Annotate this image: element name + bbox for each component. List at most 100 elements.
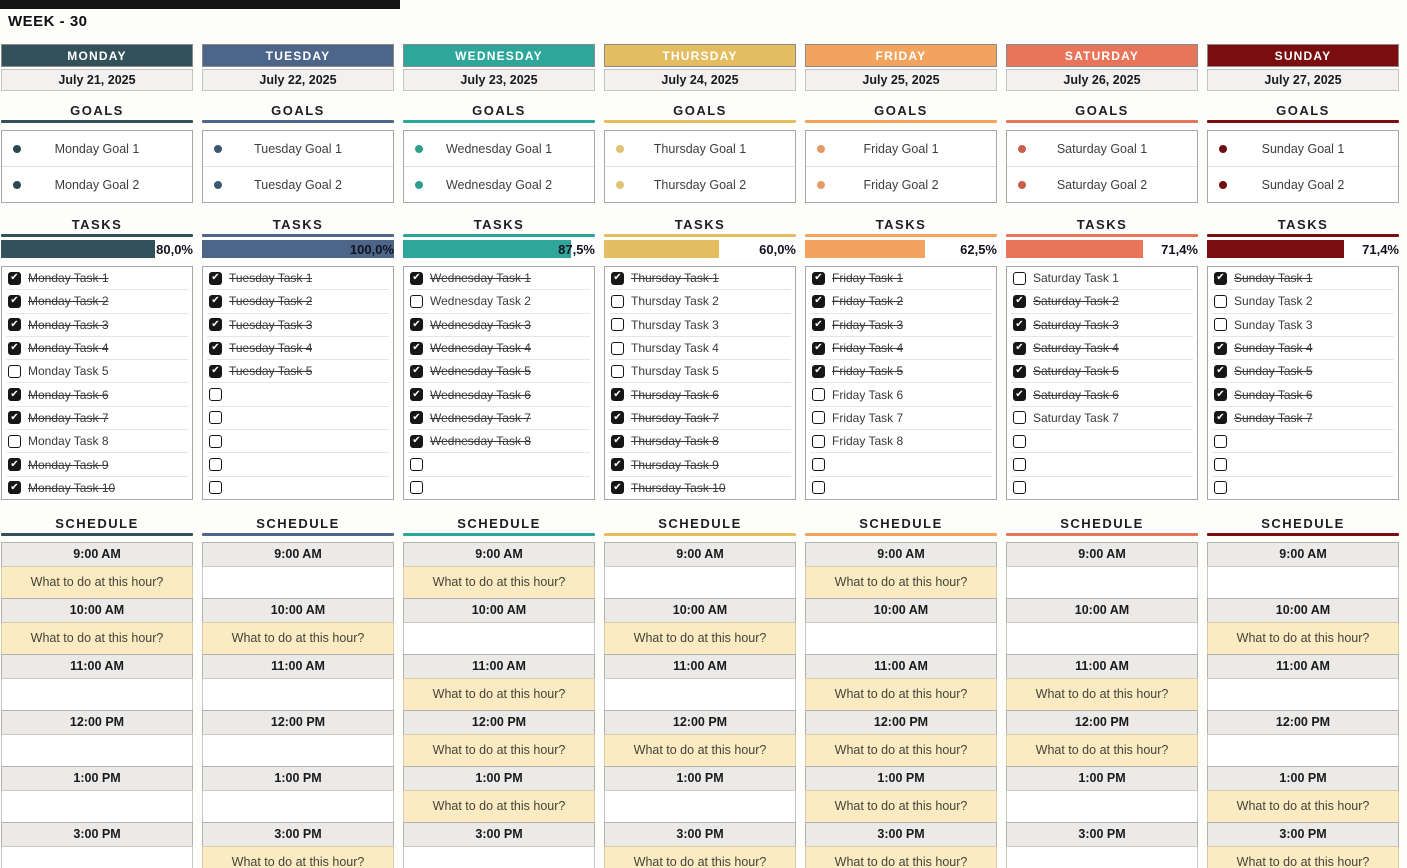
task-checkbox[interactable] [1013,481,1026,495]
goal-text[interactable]: Tuesday Goal 2 [254,177,342,192]
task-label[interactable]: Monday Task 9 [28,457,109,472]
task-checkbox[interactable] [410,481,423,495]
task-row[interactable]: ✔ Thursday Task 6 [609,383,791,407]
task-checkbox-checked-icon[interactable]: ✔ [1013,388,1026,402]
schedule-entry-cell[interactable]: What to do at this hour? [604,845,796,868]
task-row[interactable] [207,383,389,407]
task-label[interactable]: Saturday Task 5 [1033,364,1119,379]
task-checkbox[interactable] [611,341,624,355]
task-label[interactable]: Monday Task 6 [28,387,109,402]
task-checkbox[interactable] [611,364,624,378]
task-label[interactable]: Monday Task 10 [28,480,116,495]
task-row[interactable] [1011,477,1193,499]
task-label[interactable]: Saturday Task 6 [1033,387,1119,402]
goal-text[interactable]: Friday Goal 1 [863,141,939,156]
goal-row[interactable]: Wednesday Goal 1 [404,131,594,166]
goal-row[interactable]: Tuesday Goal 2 [203,166,393,202]
task-checkbox-checked-icon[interactable]: ✔ [8,388,21,402]
task-row[interactable]: Friday Task 8 [810,430,992,454]
task-label[interactable]: Sunday Task 6 [1234,387,1313,402]
task-label[interactable]: Sunday Task 1 [1234,271,1313,286]
task-checkbox-checked-icon[interactable]: ✔ [8,318,21,332]
task-checkbox[interactable] [410,458,423,472]
schedule-entry-cell[interactable] [1,789,193,823]
task-checkbox[interactable] [812,388,825,402]
schedule-entry-cell[interactable]: What to do at this hour? [403,733,595,767]
task-row[interactable]: ✔ Saturday Task 3 [1011,314,1193,337]
task-checkbox[interactable] [1214,294,1227,308]
schedule-entry-cell[interactable]: What to do at this hour? [1,565,193,599]
task-checkbox-checked-icon[interactable]: ✔ [812,294,825,308]
task-label[interactable]: Wednesday Task 8 [430,434,531,449]
goal-text[interactable]: Thursday Goal 2 [653,177,747,192]
task-label[interactable]: Monday Task 8 [28,434,109,449]
schedule-entry-cell[interactable]: What to do at this hour? [1006,677,1198,711]
goal-text[interactable]: Friday Goal 2 [863,177,939,192]
task-label[interactable]: Friday Task 2 [832,294,904,309]
task-row[interactable]: Wednesday Task 2 [408,290,590,314]
task-row[interactable] [207,453,389,477]
task-label[interactable]: Tuesday Task 3 [229,317,313,332]
task-checkbox-checked-icon[interactable]: ✔ [8,294,21,308]
task-label[interactable]: Friday Task 3 [832,317,904,332]
date-cell[interactable]: July 23, 2025 [403,69,595,91]
schedule-entry-cell[interactable]: What to do at this hour? [1207,789,1399,823]
task-row[interactable]: ✔ Monday Task 9 [6,453,188,477]
task-checkbox-checked-icon[interactable]: ✔ [611,411,624,425]
task-checkbox-checked-icon[interactable]: ✔ [410,318,423,332]
task-checkbox-checked-icon[interactable]: ✔ [410,388,423,402]
schedule-entry-cell[interactable]: What to do at this hour? [403,565,595,599]
task-row[interactable]: ✔ Sunday Task 1 [1212,267,1394,291]
task-row[interactable] [207,407,389,431]
task-checkbox[interactable] [209,388,222,402]
task-checkbox-checked-icon[interactable]: ✔ [410,364,423,378]
task-row[interactable] [810,477,992,499]
schedule-entry-cell[interactable] [1006,565,1198,599]
schedule-entry-cell[interactable]: What to do at this hour? [202,845,394,868]
task-label[interactable]: Monday Task 3 [28,317,109,332]
goal-row[interactable]: Wednesday Goal 2 [404,166,594,202]
task-checkbox[interactable] [209,434,222,448]
schedule-entry-cell[interactable] [805,621,997,655]
task-row[interactable]: Friday Task 7 [810,407,992,431]
task-checkbox[interactable] [8,364,21,378]
task-checkbox[interactable] [1214,434,1227,448]
schedule-entry-cell[interactable]: What to do at this hour? [403,789,595,823]
task-checkbox-checked-icon[interactable]: ✔ [611,434,624,448]
schedule-entry-cell[interactable]: What to do at this hour? [604,733,796,767]
task-label[interactable]: Tuesday Task 2 [229,294,313,309]
task-row[interactable]: ✔ Saturday Task 6 [1011,383,1193,407]
schedule-entry-cell[interactable] [1207,677,1399,711]
task-row[interactable]: Thursday Task 2 [609,290,791,314]
task-label[interactable]: Thursday Task 4 [631,341,719,356]
task-row[interactable]: ✔ Wednesday Task 5 [408,360,590,384]
task-checkbox-checked-icon[interactable]: ✔ [1013,318,1026,332]
task-row[interactable]: ✔ Tuesday Task 4 [207,337,389,361]
task-checkbox[interactable] [1214,318,1227,332]
task-row[interactable] [207,477,389,499]
schedule-entry-cell[interactable] [1,845,193,868]
task-checkbox-checked-icon[interactable]: ✔ [209,364,222,378]
task-label[interactable]: Monday Task 5 [28,364,109,379]
task-checkbox-checked-icon[interactable]: ✔ [812,318,825,332]
task-row[interactable]: ✔ Sunday Task 7 [1212,407,1394,431]
schedule-entry-cell[interactable] [1006,789,1198,823]
task-row[interactable]: ✔ Tuesday Task 5 [207,360,389,384]
task-checkbox[interactable] [611,318,624,332]
schedule-entry-cell[interactable] [604,677,796,711]
task-row[interactable] [1011,453,1193,477]
goal-row[interactable]: Friday Goal 1 [806,131,996,166]
task-checkbox[interactable] [1214,481,1227,495]
task-row[interactable]: ✔ Tuesday Task 2 [207,290,389,314]
task-label[interactable]: Thursday Task 1 [631,271,719,286]
task-label[interactable]: Monday Task 7 [28,410,109,425]
task-checkbox-checked-icon[interactable]: ✔ [1013,364,1026,378]
task-checkbox-checked-icon[interactable]: ✔ [8,271,21,285]
task-row[interactable]: Friday Task 6 [810,383,992,407]
task-row[interactable]: ✔ Tuesday Task 1 [207,267,389,291]
task-row[interactable]: ✔ Sunday Task 5 [1212,360,1394,384]
task-label[interactable]: Sunday Task 4 [1234,341,1313,356]
task-row[interactable] [207,430,389,454]
task-checkbox[interactable] [812,458,825,472]
date-cell[interactable]: July 27, 2025 [1207,69,1399,91]
